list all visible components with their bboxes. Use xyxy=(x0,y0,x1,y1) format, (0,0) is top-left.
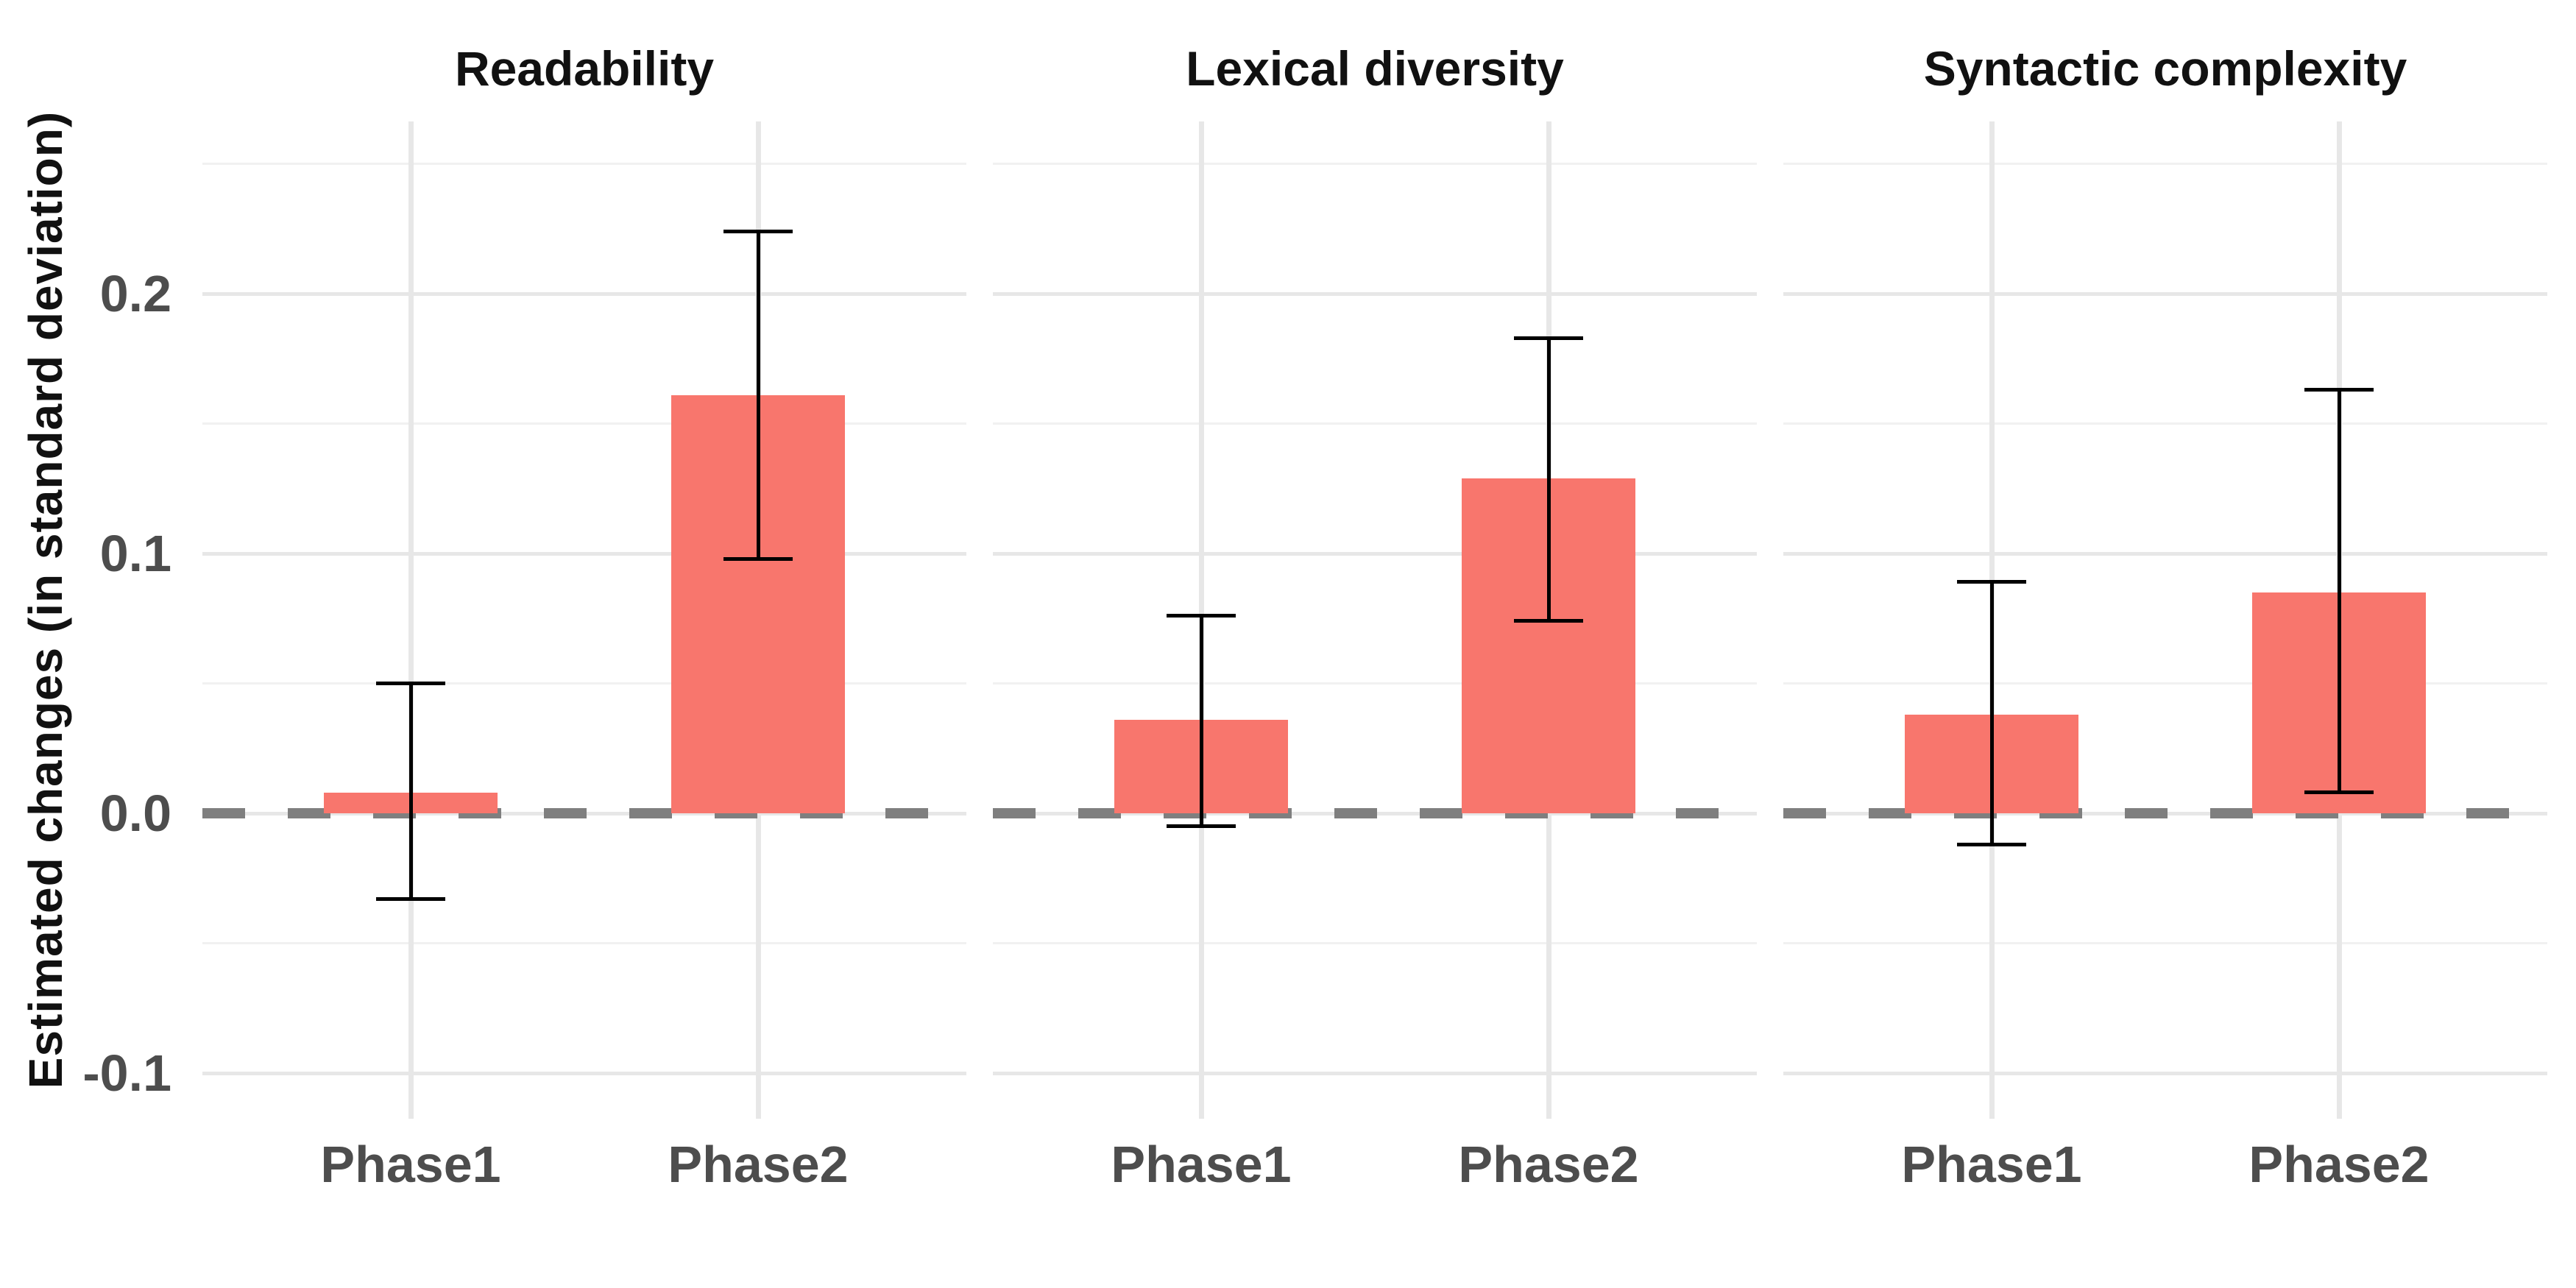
zero-reference-line xyxy=(1783,808,2547,818)
minor-gridline xyxy=(202,422,966,425)
minor-gridline xyxy=(202,682,966,684)
facet-title-3: Syntactic complexity xyxy=(1923,41,2407,96)
errorbar-cap-bottom xyxy=(1957,842,2026,846)
major-gridline xyxy=(1783,291,2547,296)
errorbar-cap-top xyxy=(2304,388,2374,392)
minor-gridline xyxy=(1783,422,2547,425)
errorbar-cap-top xyxy=(1957,580,2026,584)
errorbar-cap-bottom xyxy=(376,896,445,901)
y-axis-title: Estimated changes (in standard deviation… xyxy=(19,110,72,1089)
major-gridline xyxy=(993,1071,1757,1075)
errorbar-cap-bottom xyxy=(2304,790,2374,795)
minor-gridline xyxy=(993,163,1757,165)
major-gridline xyxy=(993,551,1757,556)
errorbar-cap-top xyxy=(723,229,793,233)
x-tick-label-phase2: Phase2 xyxy=(668,1136,849,1193)
y-tick-label: 0.1 xyxy=(99,525,171,582)
facet-title-1: Readability xyxy=(454,41,715,96)
minor-gridline xyxy=(993,422,1757,425)
x-tick-label-phase2: Phase2 xyxy=(2248,1136,2430,1193)
minor-gridline xyxy=(1783,942,2547,944)
plot-panel-3 xyxy=(1783,121,2547,1119)
zero-reference-line xyxy=(202,808,966,818)
errorbar-cap-top xyxy=(376,682,445,685)
major-gridline xyxy=(1783,551,2547,556)
x-tick-label-phase1: Phase1 xyxy=(1111,1136,1292,1193)
plot-panel-1 xyxy=(202,121,966,1119)
major-gridline xyxy=(202,551,966,556)
minor-gridline xyxy=(1783,682,2547,684)
errorbar-cap-bottom xyxy=(1514,619,1583,623)
errorbar-cap-top xyxy=(1167,614,1236,618)
plot-panel-2 xyxy=(993,121,1757,1119)
errorbar-line-phase2 xyxy=(2337,389,2341,793)
errorbar-line-phase1 xyxy=(1199,615,1203,827)
x-tick-label-phase2: Phase2 xyxy=(1458,1136,1639,1193)
errorbar-cap-top xyxy=(1514,336,1583,340)
major-gridline xyxy=(993,291,1757,296)
minor-gridline xyxy=(993,942,1757,944)
errorbar-line-phase1 xyxy=(408,683,413,899)
minor-gridline xyxy=(202,942,966,944)
zero-reference-line xyxy=(993,808,1757,818)
errorbar-line-phase2 xyxy=(1546,338,1551,621)
errorbar-cap-bottom xyxy=(1167,824,1236,829)
category-gridline xyxy=(408,121,414,1119)
minor-gridline xyxy=(202,163,966,165)
y-tick-label: 0.0 xyxy=(99,785,171,842)
errorbar-cap-bottom xyxy=(723,556,793,561)
facet-title-2: Lexical diversity xyxy=(1186,41,1564,96)
minor-gridline xyxy=(1783,163,2547,165)
minor-gridline xyxy=(993,682,1757,684)
y-tick-label: 0.2 xyxy=(99,265,171,322)
major-gridline xyxy=(202,291,966,296)
y-tick-label: -0.1 xyxy=(82,1044,171,1102)
errorbar-line-phase2 xyxy=(756,231,760,559)
x-tick-label-phase1: Phase1 xyxy=(320,1136,501,1193)
major-gridline xyxy=(202,1071,966,1075)
x-tick-label-phase1: Phase1 xyxy=(1901,1136,2082,1193)
errorbar-line-phase1 xyxy=(1989,581,1994,845)
major-gridline xyxy=(1783,1071,2547,1075)
